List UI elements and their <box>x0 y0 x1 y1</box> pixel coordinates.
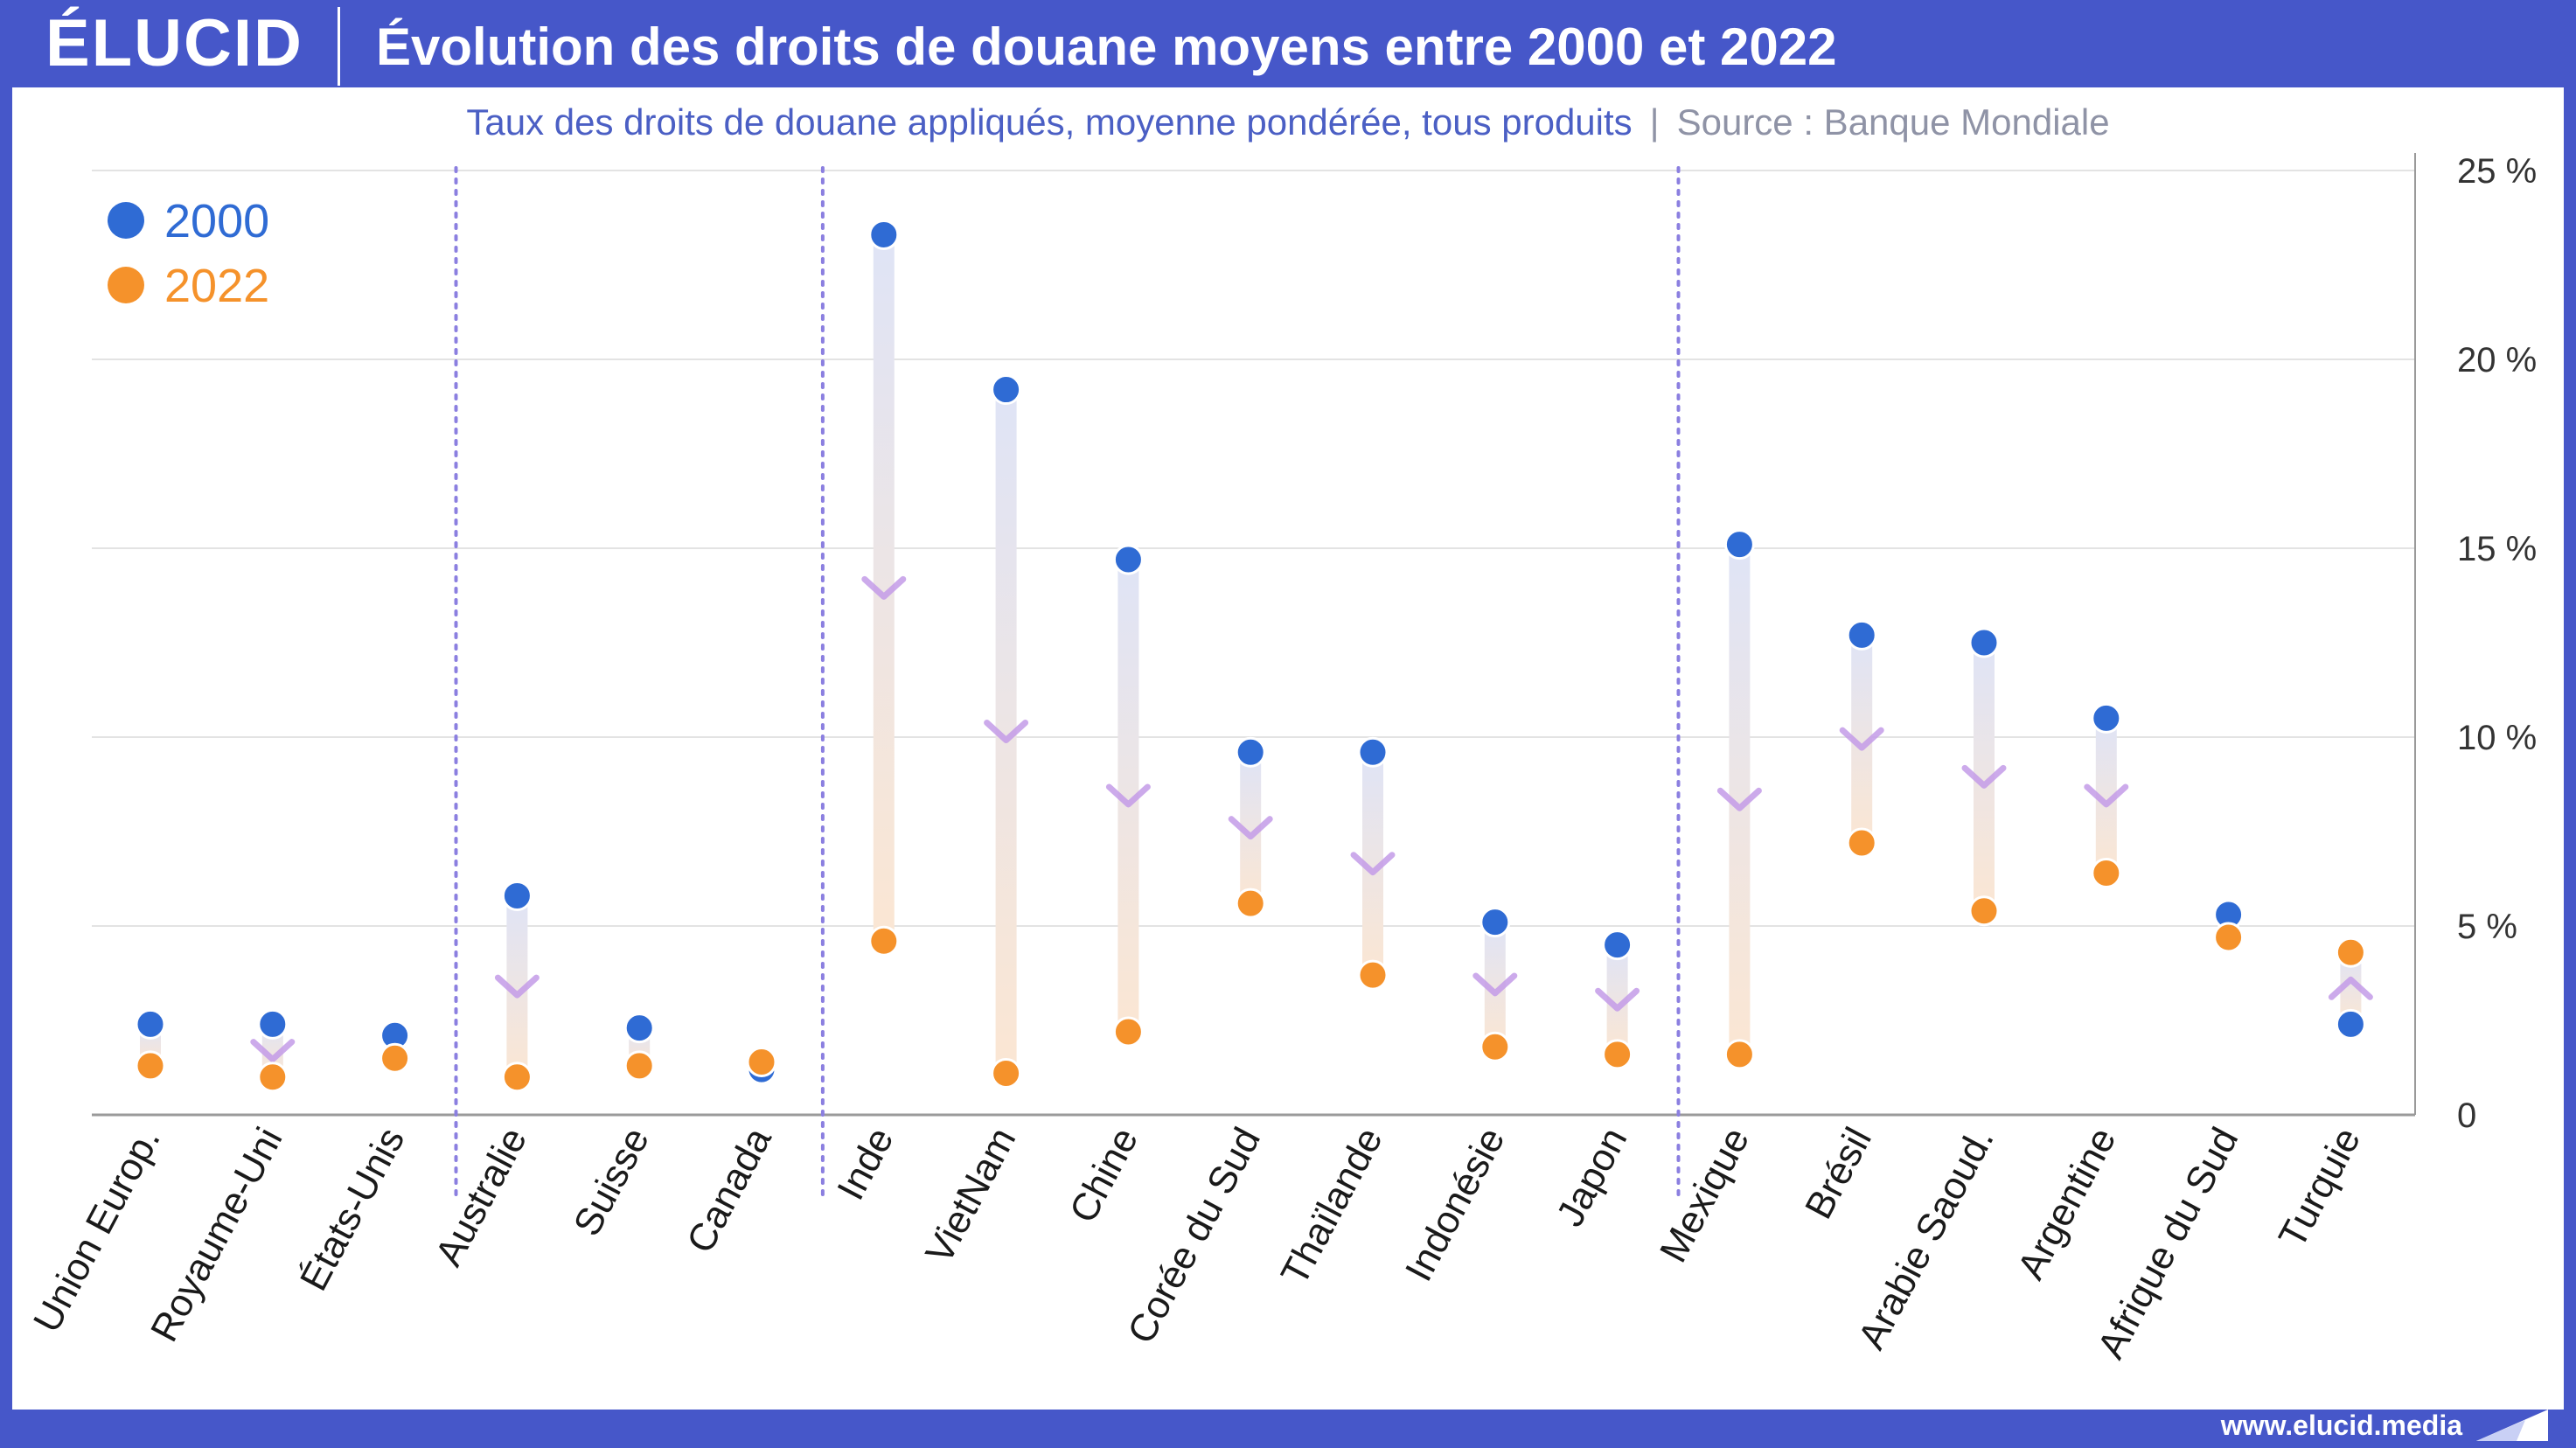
point-2000 <box>1357 736 1389 768</box>
point-2000 <box>1235 736 1266 768</box>
x-axis-labels: Union Europ.Royaume-Uni États-Unis Austral… <box>25 1120 2369 1365</box>
point-2022 <box>746 1047 777 1078</box>
point-2000 <box>1602 929 1633 961</box>
point-2022 <box>1479 1031 1511 1062</box>
chart-panel <box>12 87 2564 1410</box>
change-arrow <box>1105 783 1151 808</box>
point-2000 <box>2091 702 2122 734</box>
change-arrow <box>250 1039 296 1063</box>
change-arrow <box>861 575 907 600</box>
legend-swatch <box>108 267 144 303</box>
change-arrow <box>1350 852 1396 876</box>
point-2022 <box>1846 827 1877 859</box>
point-2022 <box>623 1050 655 1082</box>
change-arrow <box>2328 976 2373 1000</box>
point-2000 <box>623 1013 655 1044</box>
y-axis-ticks: 0 5 % 10 % 15 % 20 % 25 % <box>2457 152 2537 1135</box>
point-2000 <box>1846 619 1877 651</box>
change-arrow <box>1839 727 1884 751</box>
y-tick-label: 25 % <box>2457 152 2537 191</box>
legend: 2000 2022 <box>108 195 269 312</box>
y-tick-label: 15 % <box>2457 530 2537 568</box>
x-tick-label: Thaïlande <box>1273 1121 1391 1292</box>
chart-subtitle: Taux des droits de douane appliqués, moy… <box>0 96 2576 149</box>
point-2000 <box>2335 1008 2366 1040</box>
x-tick-label: Chine <box>1062 1121 1146 1230</box>
point-2000 <box>1723 529 1755 560</box>
grid-lines <box>92 153 2416 1117</box>
point-2022 <box>2335 936 2366 968</box>
point-2022 <box>257 1062 289 1093</box>
x-tick-label: Turquie <box>2271 1121 2370 1255</box>
point-2022 <box>1235 888 1266 919</box>
x-tick-label: Brésil <box>1797 1121 1880 1226</box>
legend-swatch <box>108 202 144 239</box>
change-arrow <box>2084 783 2129 808</box>
x-tick-label: Argentine <box>2009 1121 2125 1286</box>
point-2000 <box>257 1008 289 1040</box>
point-2022 <box>501 1062 533 1093</box>
elucid-logo[interactable]: ÉLUCID <box>45 6 303 80</box>
point-2022 <box>135 1050 166 1082</box>
point-2022 <box>2091 858 2122 889</box>
connector-bars <box>140 234 2362 1077</box>
point-2022 <box>1357 959 1389 991</box>
x-tick-label: VietNam <box>917 1121 1024 1270</box>
x-tick-label: Canada <box>679 1120 780 1260</box>
header-divider <box>338 7 340 86</box>
y-tick-label: 0 <box>2457 1096 2476 1135</box>
x-tick-label: Inde <box>829 1121 902 1208</box>
x-tick-label: Mexique <box>1652 1121 1758 1270</box>
x-tick-label: États-Unis <box>292 1121 414 1298</box>
point-2000 <box>1968 627 2000 658</box>
legend-label: 2022 <box>164 260 269 312</box>
point-2022 <box>868 925 900 957</box>
point-2022 <box>1602 1039 1633 1070</box>
change-arrow <box>1228 816 1273 840</box>
point-2000 <box>501 880 533 911</box>
point-2000 <box>1112 544 1144 575</box>
point-2000 <box>868 219 900 250</box>
point-2022 <box>1112 1016 1144 1048</box>
point-2000 <box>991 374 1022 406</box>
source-text: Source : Banque Mondiale <box>1676 101 2110 143</box>
change-arrow <box>1472 972 1518 997</box>
y-tick-label: 10 % <box>2457 719 2537 757</box>
x-tick-label: Suisse <box>566 1121 658 1243</box>
point-2000 <box>1479 907 1511 938</box>
x-tick-label: Arabie Saoud. <box>1850 1121 2002 1356</box>
change-arrow <box>984 720 1029 744</box>
x-tick-label: Corée du Sud <box>1119 1121 1269 1351</box>
x-tick-label: Royaume-Uni <box>143 1121 291 1349</box>
change-arrow <box>1961 764 2007 789</box>
footer-url[interactable]: www.elucid.media <box>2220 1410 2462 1441</box>
legend-label: 2000 <box>164 195 269 247</box>
x-tick-label: Australie <box>428 1121 536 1273</box>
point-2022 <box>379 1042 411 1074</box>
subtitle-separator: | <box>1649 101 1660 143</box>
y-tick-label: 5 % <box>2457 908 2517 946</box>
header-bar: ÉLUCID Évolution des droits de douane mo… <box>0 0 2576 87</box>
change-arrows <box>250 575 2373 1063</box>
elucid-mark-icon <box>2476 1410 2548 1441</box>
data-points <box>135 219 2366 1093</box>
change-arrow <box>494 974 540 999</box>
point-2022 <box>1968 895 2000 927</box>
chart-title: Évolution des droits de douane moyens en… <box>376 17 1837 76</box>
change-arrow <box>1595 987 1640 1012</box>
y-tick-label: 20 % <box>2457 341 2537 379</box>
x-tick-label: Indonésie <box>1397 1121 1514 1288</box>
subtitle-text: Taux des droits de douane appliqués, moy… <box>466 101 1633 143</box>
point-2022 <box>1723 1039 1755 1070</box>
point-2022 <box>991 1057 1022 1089</box>
change-arrow <box>1716 787 1762 811</box>
point-2022 <box>2213 922 2245 953</box>
group-separators <box>454 166 1681 1200</box>
x-tick-label: Union Europ. <box>25 1121 169 1340</box>
point-2000 <box>135 1008 166 1040</box>
x-tick-label: Japon <box>1549 1121 1636 1234</box>
